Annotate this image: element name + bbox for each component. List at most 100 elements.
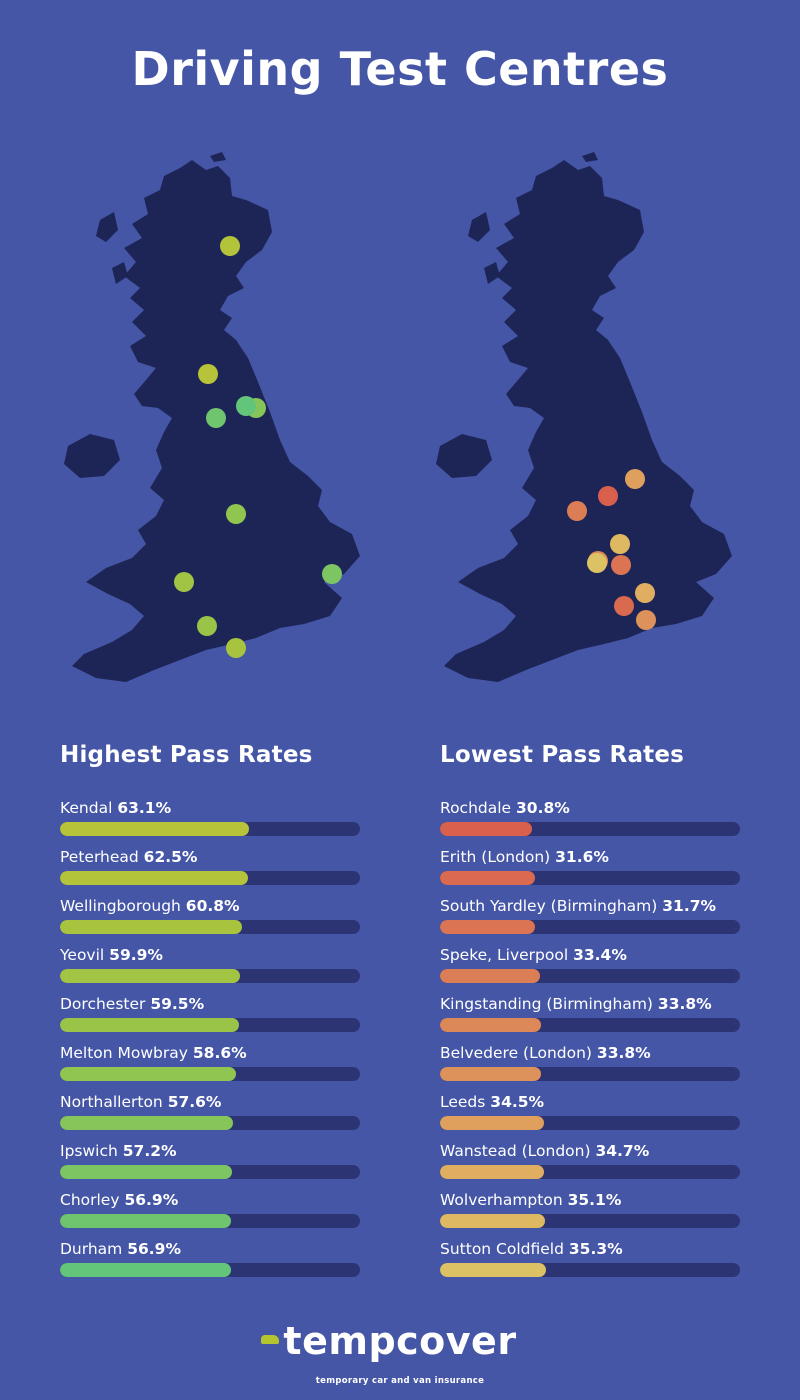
bar-row: Dorchester 59.5% bbox=[60, 994, 360, 1043]
value-label: 56.9% bbox=[127, 1240, 181, 1258]
bar-label: Northallerton 57.6% bbox=[60, 1092, 360, 1112]
category-label: Peterhead bbox=[60, 848, 144, 866]
bar-track bbox=[60, 1018, 360, 1032]
bar-label: Sutton Coldfield 35.3% bbox=[440, 1239, 740, 1259]
value-label: 57.6% bbox=[167, 1093, 222, 1111]
category-label: Kendal bbox=[60, 799, 118, 817]
bar-track bbox=[440, 822, 740, 836]
bar-track bbox=[60, 1263, 360, 1277]
bar bbox=[60, 822, 250, 836]
value-label: 31.6% bbox=[555, 848, 609, 866]
lowest-pass-rates-panel: Lowest Pass Rates Rochdale 30.8% Erith (L… bbox=[440, 742, 740, 1288]
lowest-pass-rates-heading: Lowest Pass Rates bbox=[440, 742, 685, 768]
category-label: South Yardley (Birmingham) bbox=[440, 897, 663, 915]
page-title: Driving Test Centres bbox=[131, 42, 669, 96]
value-label: 62.5% bbox=[143, 848, 198, 866]
value-label: 35.1% bbox=[567, 1191, 622, 1209]
lowest-pass-rate-marker bbox=[598, 486, 618, 506]
tempcover-logo: tempcover temporary car and van insuranc… bbox=[0, 1322, 800, 1400]
bar-row: Speke, Liverpool 33.4% bbox=[440, 945, 740, 994]
highest-pass-rate-marker bbox=[174, 572, 194, 592]
category-label: Dorchester bbox=[60, 995, 151, 1013]
bar-track bbox=[440, 1263, 740, 1277]
logo-name: tempcover bbox=[283, 1319, 517, 1363]
category-label: Yeovil bbox=[60, 946, 110, 964]
bar-label: Rochdale 30.8% bbox=[440, 798, 740, 818]
bar-row: Peterhead 62.5% bbox=[60, 847, 360, 896]
bar bbox=[60, 1165, 232, 1179]
bar-label: Dorchester 59.5% bbox=[60, 994, 360, 1014]
bar-label: Erith (London) 31.6% bbox=[440, 847, 740, 867]
category-label: Erith (London) bbox=[440, 848, 556, 866]
bar-row: Erith (London) 31.6% bbox=[440, 847, 740, 896]
highest-pass-rates-panel: Highest Pass Rates Kendal 63.1% Peterhead… bbox=[60, 742, 360, 1288]
bar bbox=[440, 969, 541, 983]
value-label: 30.8% bbox=[516, 799, 570, 817]
category-label: Speke, Liverpool bbox=[440, 946, 574, 964]
logo-tagline: temporary car and van insurance bbox=[315, 1376, 485, 1386]
highest-pass-rate-marker bbox=[206, 408, 226, 428]
category-label: Wolverhampton bbox=[440, 1191, 568, 1209]
bar bbox=[60, 1067, 236, 1081]
great-britain-landmass bbox=[444, 160, 732, 682]
value-label: 59.5% bbox=[150, 995, 205, 1013]
lowest-pass-rate-marker bbox=[636, 610, 656, 630]
bar-row: Belvedere (London) 33.8% bbox=[440, 1043, 740, 1092]
bar-track bbox=[60, 822, 360, 836]
bar-row: Chorley 56.9% bbox=[60, 1190, 360, 1239]
bar bbox=[440, 1263, 546, 1277]
bar-row: Wolverhampton 35.1% bbox=[440, 1190, 740, 1239]
bar-track bbox=[440, 920, 740, 934]
maps-area bbox=[0, 150, 800, 710]
value-label: 60.8% bbox=[185, 897, 240, 915]
car-icon bbox=[261, 1335, 280, 1344]
highest-pass-rate-marker bbox=[197, 616, 217, 636]
value-label: 57.2% bbox=[122, 1142, 177, 1160]
bar-label: Kingstanding (Birmingham) 33.8% bbox=[440, 994, 740, 1014]
bar-track bbox=[440, 1116, 740, 1130]
category-label: Ipswich bbox=[60, 1142, 123, 1160]
lowest-pass-rate-marker bbox=[614, 596, 634, 616]
category-label: Rochdale bbox=[440, 799, 517, 817]
highest-pass-rate-marker bbox=[198, 364, 218, 384]
category-label: Wellingborough bbox=[60, 897, 186, 915]
bar bbox=[60, 1018, 239, 1032]
bar-row: Northallerton 57.6% bbox=[60, 1092, 360, 1141]
bar-label: Chorley 56.9% bbox=[60, 1190, 360, 1210]
bar-track bbox=[60, 1067, 360, 1081]
value-label: 31.7% bbox=[662, 897, 717, 915]
bar bbox=[440, 871, 535, 885]
bar-row: Kingstanding (Birmingham) 33.8% bbox=[440, 994, 740, 1043]
category-label: Melton Mowbray bbox=[60, 1044, 193, 1062]
category-label: Wanstead (London) bbox=[440, 1142, 596, 1160]
lowest-pass-rate-marker bbox=[625, 469, 645, 489]
bar bbox=[440, 1165, 545, 1179]
bar bbox=[440, 822, 533, 836]
bar-label: Ipswich 57.2% bbox=[60, 1141, 360, 1161]
bar-track bbox=[60, 969, 360, 983]
bar-track bbox=[60, 1116, 360, 1130]
bar-track bbox=[440, 871, 740, 885]
highest-pass-rate-marker bbox=[220, 236, 240, 256]
bar-row: Wanstead (London) 34.7% bbox=[440, 1141, 740, 1190]
value-label: 33.8% bbox=[657, 995, 712, 1013]
value-label: 63.1% bbox=[117, 799, 172, 817]
bar-track bbox=[60, 871, 360, 885]
bar-label: Wolverhampton 35.1% bbox=[440, 1190, 740, 1210]
bar-track bbox=[440, 1214, 740, 1228]
bar-label: Wellingborough 60.8% bbox=[60, 896, 360, 916]
bar-label: Durham 56.9% bbox=[60, 1239, 360, 1259]
category-label: Durham bbox=[60, 1240, 128, 1258]
value-label: 33.8% bbox=[596, 1044, 651, 1062]
island-landmass bbox=[96, 212, 118, 242]
lowest-pass-rate-marker bbox=[611, 555, 631, 575]
lowest-pass-rate-marker bbox=[567, 501, 587, 521]
bar-label: Melton Mowbray 58.6% bbox=[60, 1043, 360, 1063]
value-label: 34.7% bbox=[595, 1142, 650, 1160]
category-label: Belvedere (London) bbox=[440, 1044, 597, 1062]
value-label: 34.5% bbox=[490, 1093, 545, 1111]
bar bbox=[440, 920, 536, 934]
highest-pass-rates-list: Kendal 63.1% Peterhead 62.5% Wellingboroug… bbox=[60, 798, 360, 1288]
island-landmass bbox=[484, 262, 500, 284]
island-landmass bbox=[112, 262, 128, 284]
